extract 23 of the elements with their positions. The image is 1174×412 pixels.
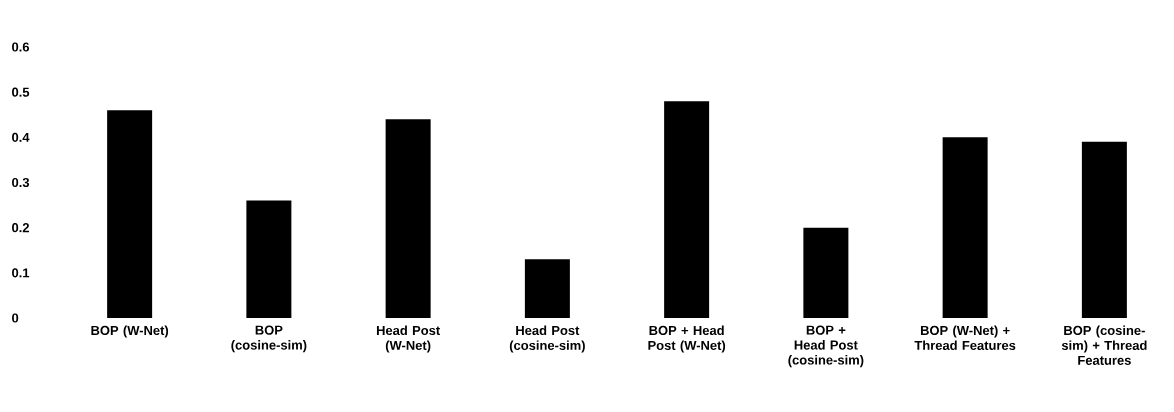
y-tick-label: 0.1 (12, 268, 30, 278)
bar (942, 137, 988, 318)
x-tick-label: BOP (W-Net) + Thread Features (914, 325, 1016, 350)
y-tick-label: 0.6 (12, 42, 30, 52)
y-tick-label: 0.4 (12, 132, 30, 142)
x-tick-label: BOP + Head Post (cosine-sim) (788, 325, 864, 368)
bar (524, 259, 570, 318)
y-tick-label: 0.5 (12, 87, 30, 97)
bar (664, 101, 710, 318)
x-tick-label: BOP (cosine-sim) (231, 325, 307, 353)
x-tick-label: Head Post (W-Net) (376, 325, 440, 353)
bar (803, 227, 849, 318)
x-tick-label: BOP (cosine-sim) + Thread Features (1061, 325, 1147, 365)
x-tick-label: BOP + Head Post (W-Net) (648, 325, 726, 353)
y-tick-label: 0.2 (12, 223, 30, 233)
x-tick-label: BOP (W-Net) (91, 325, 169, 338)
bar (107, 110, 153, 318)
x-tick-label: Head Post (cosine-sim) (509, 325, 585, 353)
bar (246, 200, 292, 318)
y-tick-label: 0.3 (12, 177, 30, 188)
bar (385, 119, 431, 318)
bar (1081, 141, 1127, 318)
y-tick-label: 0 (12, 313, 19, 323)
